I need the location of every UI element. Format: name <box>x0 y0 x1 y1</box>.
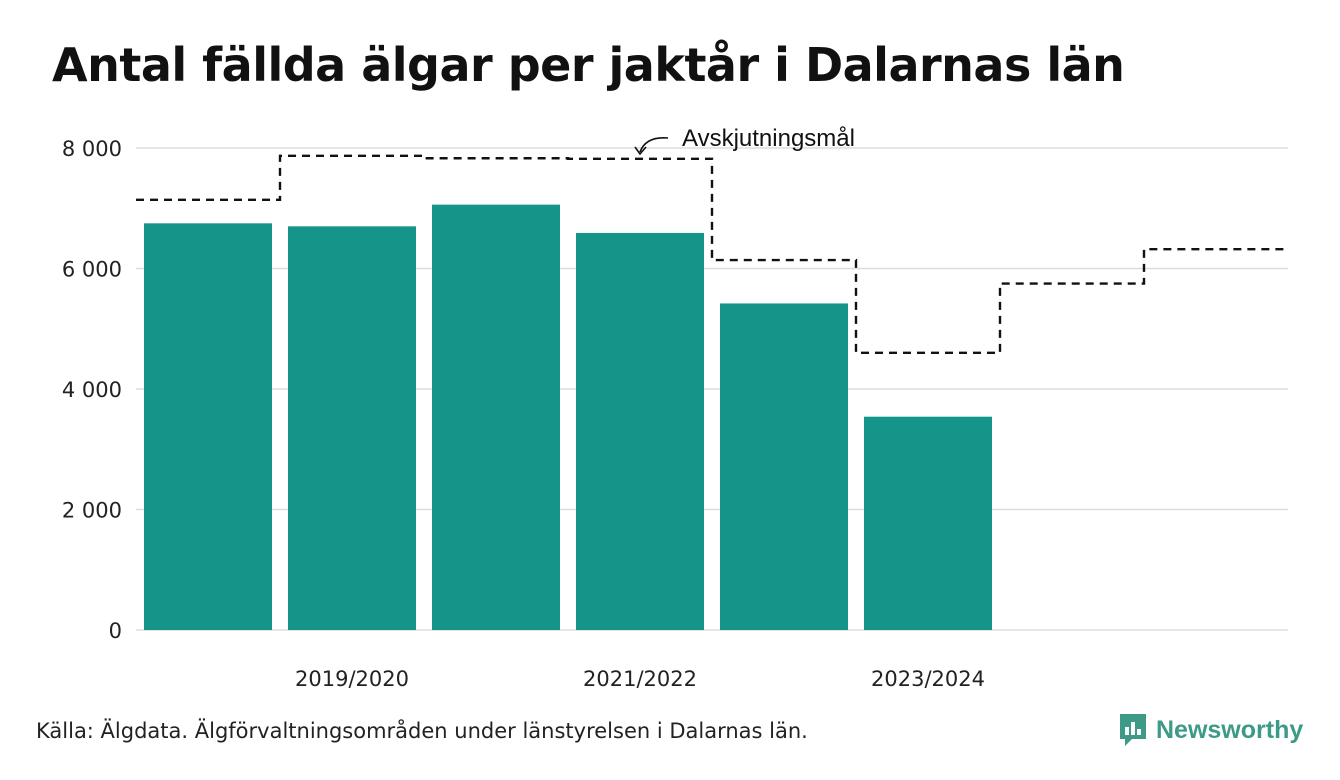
bar-2018-2019 <box>144 223 272 630</box>
newsworthy-logo-icon <box>1120 714 1146 746</box>
brand-name: Newsworthy <box>1156 715 1304 744</box>
annotation-arrowhead <box>634 146 647 156</box>
x-tick-label: 2023/2024 <box>871 667 985 691</box>
annotation-label: Avskjutningsmål <box>682 125 855 152</box>
y-tick-label: 2 000 <box>62 499 122 523</box>
target-step-line <box>136 154 1288 355</box>
bar-chart: 0 2 000 4 000 6 000 8 000 2019/2020 2021/2022… <box>62 125 1288 691</box>
bar-2023-2024 <box>864 416 992 630</box>
annotation-arrow <box>639 136 669 153</box>
bar-2020-2021 <box>432 204 560 630</box>
source-note: Källa: Älgdata. Älgförvaltningsområden u… <box>36 719 808 743</box>
bar-2022-2023 <box>720 303 848 630</box>
annotation: Avskjutningsmål <box>634 125 855 156</box>
y-axis-labels: 0 2 000 4 000 6 000 8 000 <box>62 137 122 643</box>
bars <box>144 204 992 630</box>
bar-2021-2022 <box>576 232 704 630</box>
chart-title: Antal fällda älgar per jaktår i Dalarnas… <box>52 38 1125 92</box>
y-tick-label: 8 000 <box>62 137 122 161</box>
bar-2019-2020 <box>288 226 416 630</box>
target-line <box>136 154 1288 355</box>
brand-logo: Newsworthy <box>1118 712 1303 748</box>
x-tick-label: 2019/2020 <box>295 667 409 691</box>
y-tick-label: 6 000 <box>62 258 122 282</box>
y-tick-label: 4 000 <box>62 378 122 402</box>
x-tick-label: 2021/2022 <box>583 667 697 691</box>
y-tick-label: 0 <box>109 619 122 643</box>
x-axis-labels: 2019/2020 2021/2022 2023/2024 <box>295 667 985 691</box>
